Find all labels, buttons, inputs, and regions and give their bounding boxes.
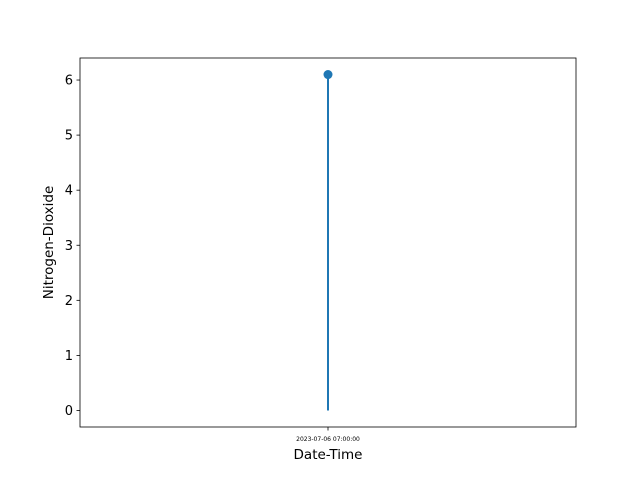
- y-tick-label: 2: [65, 294, 73, 309]
- x-tick-label: 2023-07-06 07:00:00: [296, 436, 360, 443]
- y-tick-label: 0: [65, 404, 73, 419]
- y-tick-label: 4: [65, 184, 73, 199]
- y-tick-label: 6: [65, 74, 73, 89]
- y-axis: 0 1 2 3 4 5 6: [65, 74, 80, 419]
- y-tick-label: 5: [65, 129, 73, 144]
- y-tick-label: 1: [65, 349, 73, 364]
- y-axis-label: Nitrogen-Dioxide: [41, 186, 57, 300]
- stem-marker: [323, 70, 333, 80]
- y-tick-label: 3: [65, 239, 73, 254]
- plot-area: [323, 70, 333, 411]
- x-axis-label: Date-Time: [294, 447, 363, 463]
- x-axis: 2023-07-06 07:00:00: [296, 427, 360, 443]
